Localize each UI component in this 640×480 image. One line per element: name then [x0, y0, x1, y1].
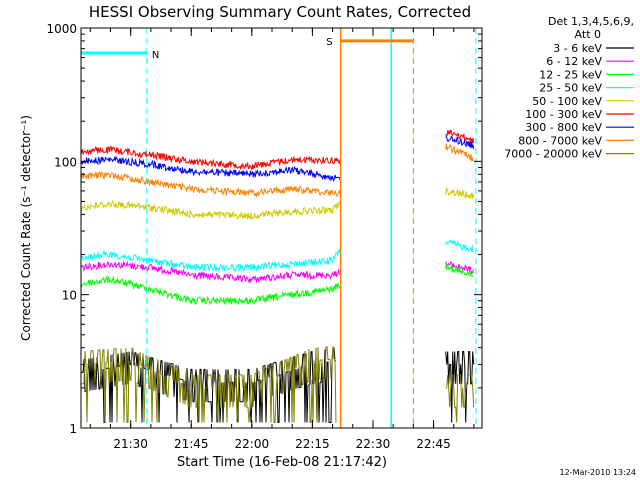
series-7-segment-2	[445, 135, 475, 150]
x-tick-label-6: 22:45	[416, 437, 451, 451]
series-7-segment-1	[80, 155, 341, 183]
x-axis-label: Start Time (16-Feb-08 21:17:42)	[177, 455, 387, 470]
flag-label-s: S	[326, 37, 332, 48]
x-tick-label-4: 22:15	[295, 437, 330, 451]
y-axis-label: Corrected Count Rate (s⁻¹ detector⁻¹)	[19, 115, 33, 341]
y-tick-label-2: 10	[62, 289, 77, 303]
series-8	[80, 143, 474, 198]
series-1-segment-1	[80, 347, 337, 423]
series-6	[80, 129, 475, 172]
series-9-segment-2	[445, 374, 475, 423]
legend-label-3: 12 - 25 keV	[539, 68, 602, 81]
marker-layer	[146, 28, 477, 428]
x-tick-label-5: 22:30	[356, 437, 391, 451]
series-4-segment-2	[445, 239, 475, 253]
flag-layer: NS	[81, 37, 414, 61]
legend-header-line2: Att 0	[575, 28, 601, 41]
y-tick-label-4: 1000	[46, 22, 77, 36]
series-5-segment-1	[80, 199, 341, 222]
series-9-segment-1	[80, 346, 337, 423]
axis-layer: 21:30 21:45 22:00 22:15 22:30 22:45 1 10 100 1000	[46, 22, 482, 451]
series-8-segment-1	[80, 171, 341, 198]
x-tick-label-2: 21:45	[174, 437, 209, 451]
legend-label-4: 25 - 50 keV	[539, 82, 602, 95]
series-layer	[80, 129, 475, 423]
legend-label-2: 6 - 12 keV	[546, 55, 602, 68]
legend-label-5: 50 - 100 keV	[532, 95, 602, 108]
series-1-segment-2	[445, 351, 475, 423]
series-5-segment-2	[445, 186, 475, 199]
chart-title: HESSI Observing Summary Count Rates, Cor…	[89, 3, 471, 21]
plot-frame	[80, 27, 483, 429]
legend-label-7: 300 - 800 keV	[525, 121, 602, 134]
legend-label-1: 3 - 6 keV	[553, 42, 602, 55]
series-3-segment-2	[445, 263, 474, 277]
y-tick-label-3: 100	[54, 155, 77, 169]
series-4-segment-1	[80, 248, 341, 273]
x-tick-label-3: 22:00	[235, 437, 270, 451]
legend-label-8: 800 - 7000 keV	[518, 134, 602, 147]
series-7	[80, 135, 475, 183]
y-tick-label-1: 1	[69, 422, 77, 436]
series-6-segment-1	[80, 145, 341, 172]
series-8-segment-2	[445, 143, 474, 162]
flag-label-n: N	[152, 50, 159, 61]
legend-label-9: 7000 - 20000 keV	[504, 148, 602, 161]
legend-label-6: 100 - 300 keV	[525, 108, 602, 121]
x-tick-label-1: 21:30	[113, 437, 148, 451]
series-9	[80, 346, 475, 423]
footer-date: 12-Mar-2010 13:24	[560, 468, 637, 477]
series-2-segment-1	[80, 260, 341, 284]
series-3-segment-1	[80, 274, 341, 306]
series-3	[80, 263, 474, 306]
series-6-segment-2	[445, 129, 475, 144]
series-5	[80, 186, 475, 222]
series-4	[80, 239, 475, 273]
legend-header-line1: Det 1,3,4,5,6,9,	[548, 15, 634, 28]
